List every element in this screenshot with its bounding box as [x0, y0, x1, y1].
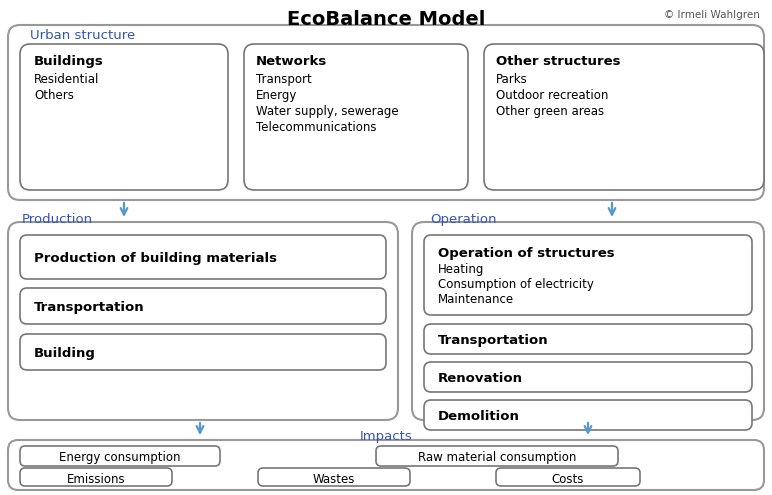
- Text: Operation of structures: Operation of structures: [438, 247, 615, 260]
- FancyBboxPatch shape: [496, 468, 640, 486]
- Text: Consumption of electricity: Consumption of electricity: [438, 278, 594, 291]
- Text: Production of building materials: Production of building materials: [34, 252, 277, 265]
- Text: Other structures: Other structures: [496, 55, 621, 68]
- Text: Water supply, sewerage: Water supply, sewerage: [256, 105, 398, 118]
- Text: Building: Building: [34, 347, 96, 360]
- Text: Buildings: Buildings: [34, 55, 103, 68]
- FancyBboxPatch shape: [20, 334, 386, 370]
- Text: Maintenance: Maintenance: [438, 293, 514, 306]
- Text: Raw material consumption: Raw material consumption: [418, 451, 576, 464]
- FancyBboxPatch shape: [8, 222, 398, 420]
- FancyBboxPatch shape: [412, 222, 764, 420]
- Text: Telecommunications: Telecommunications: [256, 121, 377, 134]
- FancyBboxPatch shape: [424, 400, 752, 430]
- FancyBboxPatch shape: [20, 235, 386, 279]
- FancyBboxPatch shape: [258, 468, 410, 486]
- FancyBboxPatch shape: [20, 44, 228, 190]
- FancyBboxPatch shape: [8, 440, 764, 490]
- Text: Emissions: Emissions: [66, 473, 125, 486]
- FancyBboxPatch shape: [424, 235, 752, 315]
- Text: Transport: Transport: [256, 73, 312, 86]
- Text: Impacts: Impacts: [360, 430, 412, 443]
- Text: Renovation: Renovation: [438, 372, 523, 385]
- Text: Costs: Costs: [552, 473, 584, 486]
- Text: Transportation: Transportation: [34, 301, 144, 314]
- FancyBboxPatch shape: [484, 44, 764, 190]
- Text: © Irmeli Wahlgren: © Irmeli Wahlgren: [664, 10, 760, 20]
- FancyBboxPatch shape: [244, 44, 468, 190]
- FancyBboxPatch shape: [20, 468, 172, 486]
- Text: Demolition: Demolition: [438, 410, 520, 423]
- Text: Energy: Energy: [256, 89, 297, 102]
- Text: Production: Production: [22, 213, 93, 226]
- Text: Parks: Parks: [496, 73, 528, 86]
- Text: Heating: Heating: [438, 263, 484, 276]
- FancyBboxPatch shape: [8, 25, 764, 200]
- Text: EcoBalance Model: EcoBalance Model: [287, 10, 485, 29]
- FancyBboxPatch shape: [424, 324, 752, 354]
- Text: Operation: Operation: [430, 213, 496, 226]
- FancyBboxPatch shape: [20, 288, 386, 324]
- Text: Wastes: Wastes: [313, 473, 355, 486]
- Text: Networks: Networks: [256, 55, 327, 68]
- Text: Outdoor recreation: Outdoor recreation: [496, 89, 608, 102]
- Text: Residential: Residential: [34, 73, 100, 86]
- FancyBboxPatch shape: [20, 446, 220, 466]
- Text: Transportation: Transportation: [438, 334, 549, 347]
- FancyBboxPatch shape: [376, 446, 618, 466]
- Text: Other green areas: Other green areas: [496, 105, 604, 118]
- FancyBboxPatch shape: [424, 362, 752, 392]
- Text: Others: Others: [34, 89, 74, 102]
- Text: Urban structure: Urban structure: [30, 29, 135, 42]
- Text: Energy consumption: Energy consumption: [59, 451, 181, 464]
